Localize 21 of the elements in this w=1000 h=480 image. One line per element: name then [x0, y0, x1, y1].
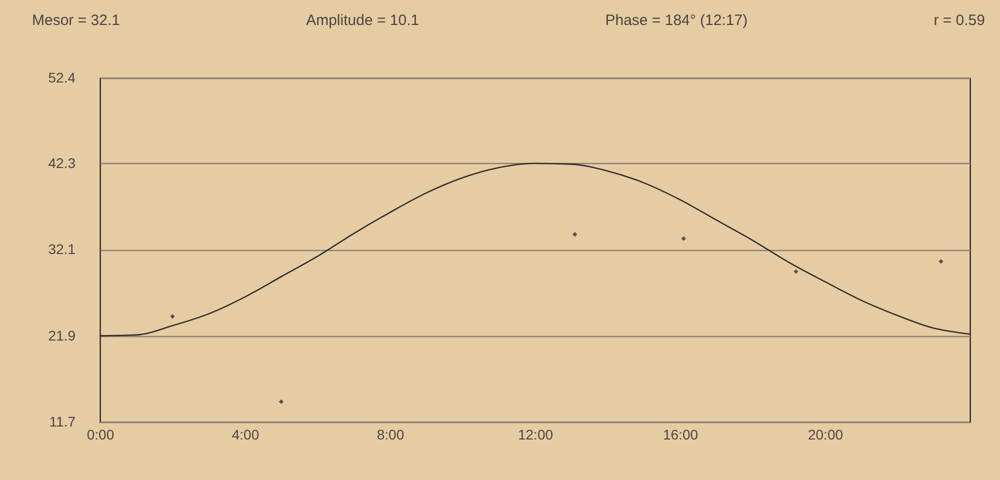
x-tick-label: 12:00	[518, 426, 554, 442]
point	[170, 314, 175, 319]
point	[681, 236, 686, 241]
y-tick-label: 32.1	[48, 241, 76, 258]
text: Mesor = 32.1	[32, 12, 120, 29]
x-tick-label: 4:00	[232, 426, 260, 442]
x-tick-label: 16:00	[662, 426, 698, 442]
y-tick-label: 52.4	[48, 70, 76, 86]
point	[938, 259, 944, 264]
x-tick-label: 0:00	[86, 426, 114, 442]
y-tick-label: 42.3	[48, 154, 76, 171]
point	[794, 269, 798, 274]
text: r = 0.59	[934, 12, 985, 29]
y-tick-label: 21.9	[48, 327, 76, 344]
text: Amplitude = 10.1	[306, 12, 420, 29]
point	[278, 399, 284, 404]
x-tick-label: 20:00	[808, 426, 844, 442]
y-tick-label: 11.7	[49, 414, 76, 430]
x-tick-label: 8:00	[376, 426, 404, 442]
text: Phase = 184° (12:17)	[605, 12, 748, 29]
point	[572, 232, 578, 237]
